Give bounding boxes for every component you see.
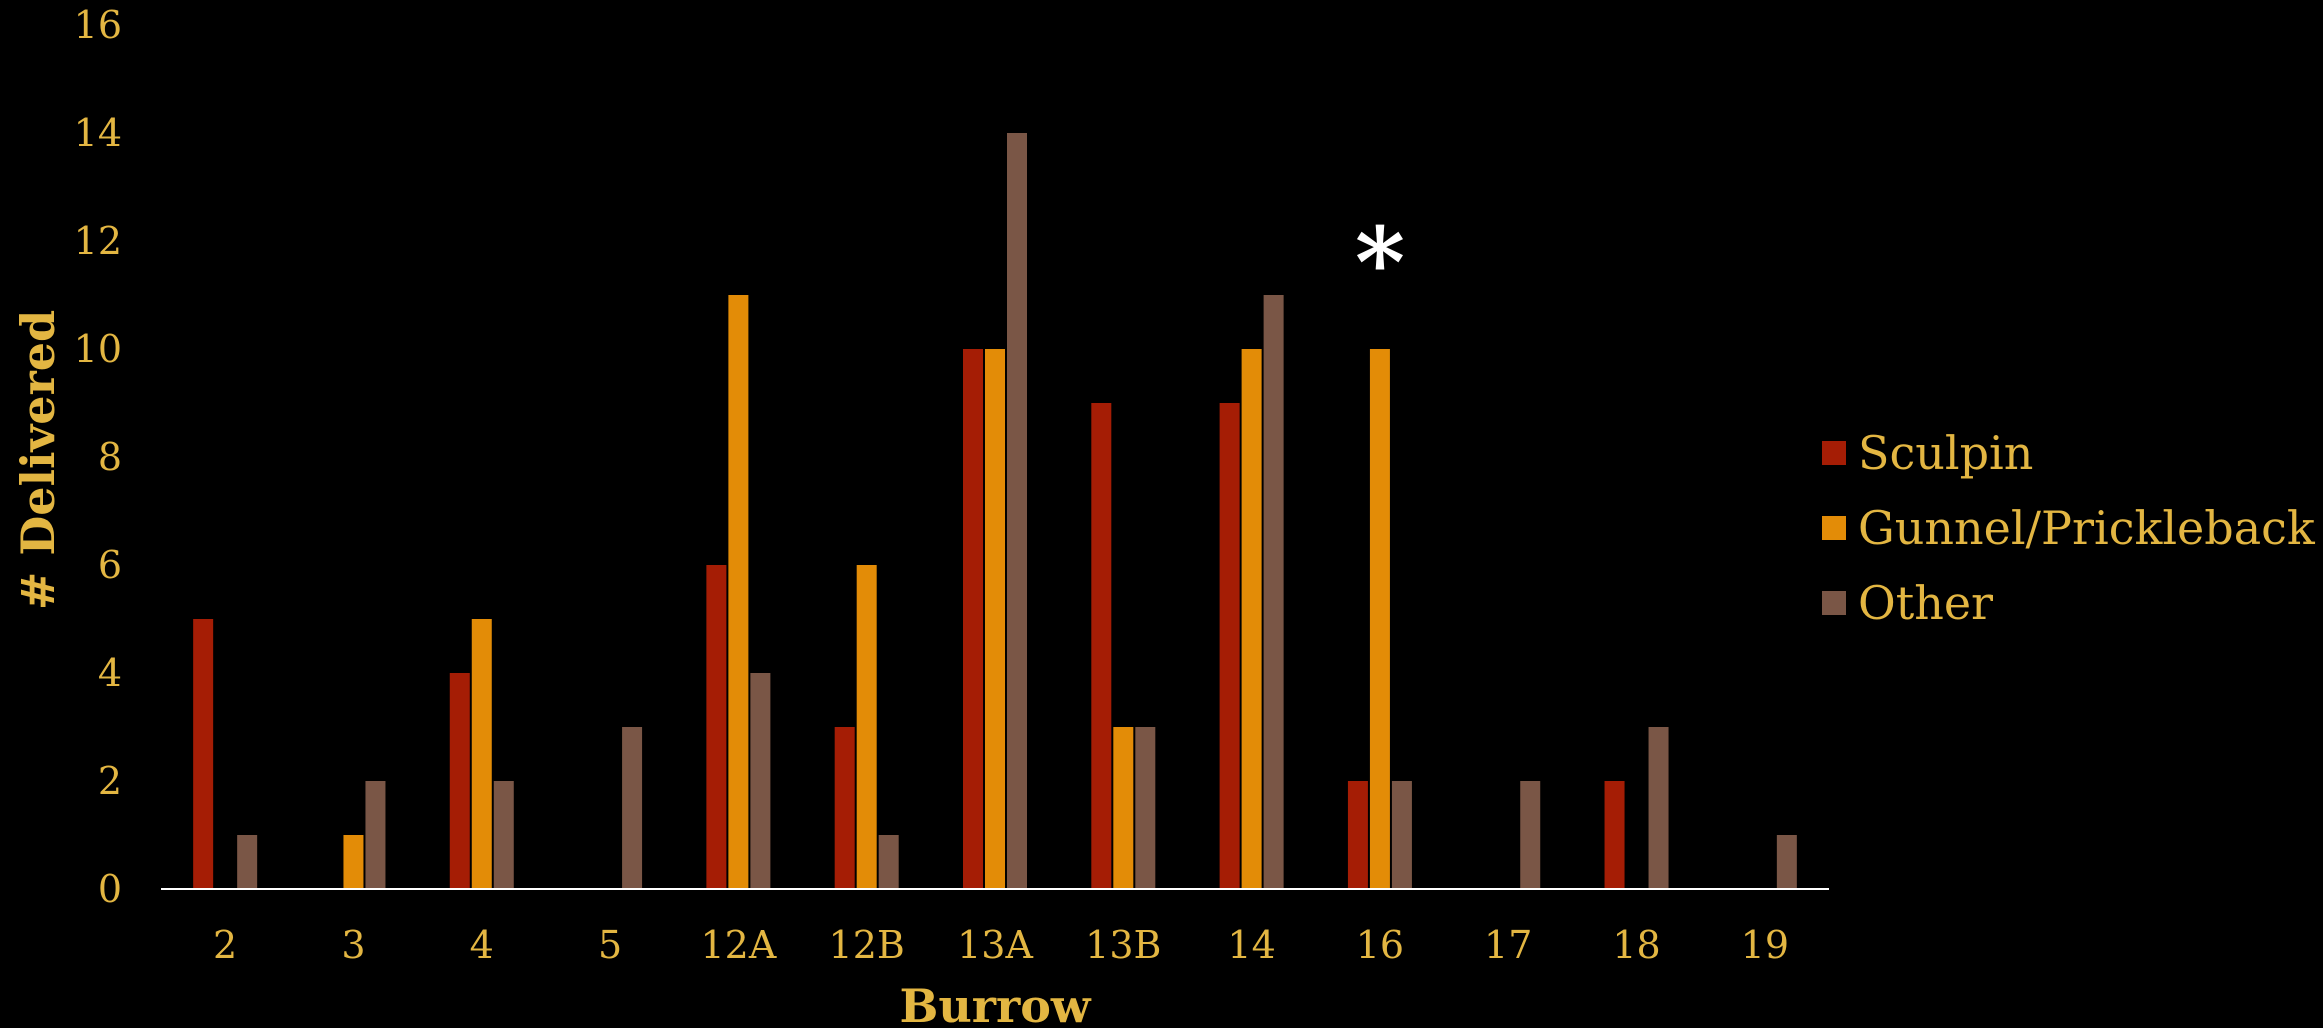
y-tick-label: 16	[74, 3, 122, 47]
x-axis-ticks: 2 3 4 5 12A 12B 13A 13B 14 16 17 18 19	[213, 923, 1789, 967]
bar-other-13b	[1135, 727, 1156, 889]
legend-label-gunnel-prickleback: Gunnel/Prickleback	[1858, 501, 2316, 555]
y-tick-label: 8	[98, 435, 122, 479]
bar-other-13a	[1007, 133, 1027, 889]
bar-other-5	[622, 727, 643, 889]
legend: Sculpin Gunnel/Prickleback Other	[1822, 426, 2316, 630]
y-axis-title: # Delivered	[11, 310, 65, 610]
bar-other-18	[1648, 727, 1669, 889]
y-tick-label: 12	[74, 219, 122, 263]
y-tick-label: 4	[98, 651, 122, 695]
bar-other-19	[1776, 835, 1797, 889]
x-axis-title: Burrow	[899, 979, 1091, 1028]
x-tick-label: 12A	[700, 923, 776, 967]
x-tick-label: 18	[1612, 923, 1660, 967]
x-tick-label: 5	[598, 923, 622, 967]
x-tick-label: 19	[1741, 923, 1789, 967]
legend-label-sculpin: Sculpin	[1858, 426, 2033, 480]
bar-sculpin-2	[193, 619, 214, 889]
x-tick-label: 16	[1356, 923, 1404, 967]
bar-gunnel-prickleback-13b	[1113, 727, 1134, 889]
y-axis-ticks: 0 2 4 6 8 10 12 14 16	[74, 3, 122, 911]
bar-other-4	[493, 781, 514, 889]
x-tick-label: 17	[1484, 923, 1532, 967]
bar-other-14	[1263, 295, 1284, 889]
bar-gunnel-prickleback-13a	[985, 349, 1005, 889]
bar-other-3	[365, 781, 386, 889]
bar-sculpin-18	[1604, 781, 1625, 889]
bar-other-17	[1520, 781, 1541, 889]
bar-gunnel-prickleback-4	[471, 619, 492, 889]
bar-gunnel-prickleback-16	[1369, 349, 1390, 889]
annotations-group: *	[1355, 207, 1405, 320]
x-tick-label: 13B	[1085, 923, 1161, 967]
bar-sculpin-4	[449, 673, 470, 889]
legend-swatch-gunnel-prickleback	[1822, 516, 1846, 540]
bar-other-16	[1391, 781, 1412, 889]
significance-asterisk: *	[1355, 207, 1405, 320]
legend-swatch-sculpin	[1822, 441, 1846, 465]
bar-sculpin-13b	[1091, 403, 1112, 889]
bar-gunnel-prickleback-12a	[728, 295, 749, 889]
legend-label-other: Other	[1858, 576, 1993, 630]
bar-other-2	[237, 835, 258, 889]
bar-gunnel-prickleback-12b	[856, 565, 877, 889]
bar-gunnel-prickleback-3	[343, 835, 364, 889]
x-tick-label: 12B	[829, 923, 905, 967]
x-tick-label: 3	[341, 923, 365, 967]
y-tick-label: 2	[98, 759, 122, 803]
bar-sculpin-12b	[834, 727, 855, 889]
y-tick-label: 0	[98, 867, 122, 911]
bars-group	[193, 133, 1797, 889]
x-tick-label: 4	[470, 923, 494, 967]
bar-other-12a	[750, 673, 771, 889]
bar-other-12b	[878, 835, 899, 889]
x-tick-label: 14	[1227, 923, 1275, 967]
bar-sculpin-14	[1219, 403, 1240, 889]
legend-swatch-other	[1822, 591, 1846, 615]
bar-sculpin-13a	[963, 349, 983, 889]
bar-gunnel-prickleback-14	[1241, 349, 1262, 889]
y-tick-label: 6	[98, 543, 122, 587]
y-tick-label: 10	[74, 327, 122, 371]
bar-sculpin-16	[1347, 781, 1368, 889]
x-tick-label: 2	[213, 923, 237, 967]
bar-sculpin-12a	[706, 565, 727, 889]
x-tick-label: 13A	[957, 923, 1033, 967]
y-tick-label: 14	[74, 111, 122, 155]
